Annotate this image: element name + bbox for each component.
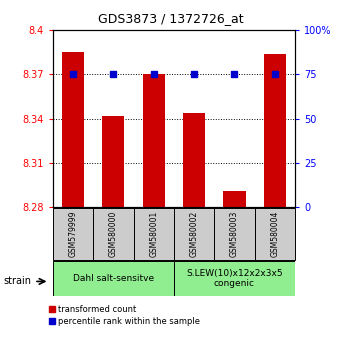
Text: GSM579999: GSM579999: [69, 211, 77, 257]
Bar: [53, 261, 174, 296]
Bar: [183, 113, 205, 207]
Text: GSM580004: GSM580004: [270, 211, 279, 257]
Bar: [223, 191, 246, 207]
Text: GSM580003: GSM580003: [230, 211, 239, 257]
Bar: [53, 208, 93, 260]
Text: Dahl salt-sensitve: Dahl salt-sensitve: [73, 274, 154, 283]
Bar: [264, 54, 286, 207]
Bar: [255, 208, 295, 260]
Text: GSM580002: GSM580002: [190, 211, 198, 257]
Bar: [93, 208, 134, 260]
Bar: [214, 208, 255, 260]
Text: S.LEW(10)x12x2x3x5
congenic: S.LEW(10)x12x2x3x5 congenic: [186, 269, 283, 288]
Text: GSM580000: GSM580000: [109, 211, 118, 257]
Bar: [143, 74, 165, 207]
Text: strain: strain: [3, 276, 31, 286]
Bar: [102, 116, 124, 207]
Bar: [134, 208, 174, 260]
Bar: [174, 261, 295, 296]
Bar: [174, 208, 214, 260]
Bar: [62, 52, 84, 207]
Text: GDS3873 / 1372726_at: GDS3873 / 1372726_at: [98, 12, 243, 25]
Text: GSM580001: GSM580001: [149, 211, 158, 257]
Legend: transformed count, percentile rank within the sample: transformed count, percentile rank withi…: [48, 305, 201, 326]
